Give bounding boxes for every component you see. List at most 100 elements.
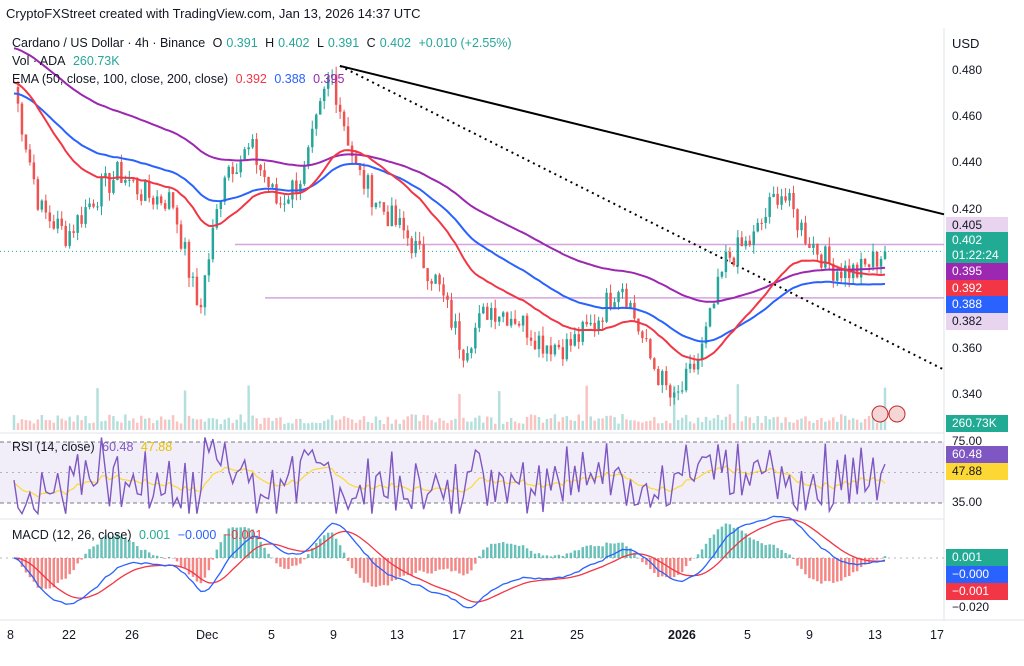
candle-body: [593, 322, 596, 330]
volume-bar: [613, 417, 616, 430]
macd-histogram-bar: [251, 529, 254, 558]
macd-histogram-bar: [704, 543, 708, 558]
volume-bar: [167, 419, 171, 430]
macd-badge-value: −0.001: [952, 584, 990, 598]
volume-bar: [116, 421, 119, 430]
macd-signal-line: [13, 518, 886, 603]
candle-body: [155, 196, 159, 205]
volume-bar: [450, 420, 453, 430]
volume-bar: [692, 423, 696, 430]
rsi-value: 60.48: [102, 440, 134, 454]
volume-bar: [112, 416, 115, 430]
candle-body: [621, 288, 624, 293]
candle-body: [609, 292, 612, 309]
volume-bar: [354, 422, 358, 430]
volume-bar: [56, 415, 59, 430]
macd-histogram-bar: [840, 558, 843, 581]
volume-bar: [863, 418, 867, 430]
volume-bar: [124, 414, 127, 430]
candle-body: [756, 222, 759, 232]
macd-histogram-bar: [362, 558, 366, 583]
macd-histogram-bar: [557, 554, 561, 558]
volume-badge-value: 260.73K: [952, 416, 997, 430]
candle-body: [402, 217, 406, 231]
candle-body: [287, 199, 290, 204]
candle-body: [263, 170, 266, 177]
volume-badge: 260.73K: [946, 415, 1008, 432]
volume-bar: [645, 421, 648, 430]
macd-histogram-bar: [144, 549, 147, 558]
candle-body: [474, 327, 477, 349]
volume-bar: [251, 415, 254, 430]
main-legend: Cardano / US Dollar · 4h · Binance O 0.39…: [12, 36, 516, 50]
candle-body: [167, 192, 171, 209]
candle-body: [362, 170, 366, 189]
macd-histogram-bar: [450, 558, 453, 572]
volume-bar: [370, 422, 374, 430]
volume-bar: [597, 418, 600, 430]
macd-histogram-bar: [501, 542, 505, 558]
macd-histogram-bar: [649, 558, 652, 570]
macd-histogram-bar: [816, 558, 819, 582]
candle-body: [836, 271, 839, 281]
candle-body: [569, 339, 573, 346]
candle-body: [859, 258, 863, 278]
countdown-timer: 01:22:24: [952, 248, 999, 262]
volume-bar: [549, 418, 553, 430]
candle-body: [776, 193, 779, 205]
candle-body: [326, 76, 330, 89]
candle-body: [163, 203, 167, 209]
macd-badge-value: 0.001: [952, 550, 983, 564]
macd-histogram-bar: [155, 555, 159, 558]
macd-histogram-bar: [231, 527, 234, 558]
descending-trendline: [339, 64, 945, 216]
volume-bar: [855, 419, 859, 430]
candle-body: [716, 276, 720, 304]
macd-histogram-bar: [577, 550, 580, 558]
macd-histogram-bar: [541, 555, 545, 558]
volume-bar: [346, 417, 350, 430]
macd-histogram-bar: [410, 558, 413, 576]
currency-label[interactable]: USD: [952, 36, 980, 51]
macd-histogram-bar: [688, 558, 692, 561]
volume-bar: [100, 421, 103, 430]
volume-bar: [398, 423, 402, 430]
macd-histogram-bar: [497, 543, 501, 558]
candle-body: [545, 345, 549, 354]
volume-bar: [32, 423, 36, 430]
macd-histogram-bar: [64, 558, 67, 579]
macd-histogram-bar: [708, 538, 712, 558]
volume-bar: [358, 419, 362, 430]
candle-body: [215, 208, 219, 228]
candle-body: [243, 149, 246, 160]
volume-bar: [851, 418, 855, 430]
candle-body: [414, 240, 417, 254]
macd-histogram-bar: [104, 535, 107, 558]
candle-body: [430, 281, 433, 284]
volume-bar: [760, 422, 763, 430]
candle-body: [780, 196, 783, 205]
macd-histogram-bar: [354, 558, 358, 574]
macd-histogram-bar: [358, 558, 362, 578]
volume-bar: [394, 419, 398, 430]
macd-histogram-bar: [788, 554, 791, 558]
macd-histogram-bar: [183, 558, 187, 569]
volume-bar: [482, 422, 485, 430]
macd-histogram-bar: [191, 558, 195, 577]
macd-histogram-bar: [116, 533, 119, 558]
macd-histogram-bar: [151, 555, 155, 558]
macd-hist-value: −0.001: [223, 528, 263, 542]
candle-body: [20, 103, 24, 135]
candle-body: [450, 299, 453, 328]
volume-bar: [199, 419, 203, 430]
macd-histogram-bar: [406, 558, 409, 575]
candle-body: [60, 218, 63, 226]
candle-body: [883, 251, 887, 259]
volume-bar: [279, 417, 282, 430]
volume-bar: [147, 417, 151, 430]
candle-body: [56, 218, 59, 229]
candle-body: [796, 209, 799, 231]
ema-legend: EMA (50, close, 100, close, 200, close) …: [12, 72, 348, 86]
macd-histogram-bar: [641, 558, 644, 563]
macd-histogram-bar: [394, 558, 398, 580]
